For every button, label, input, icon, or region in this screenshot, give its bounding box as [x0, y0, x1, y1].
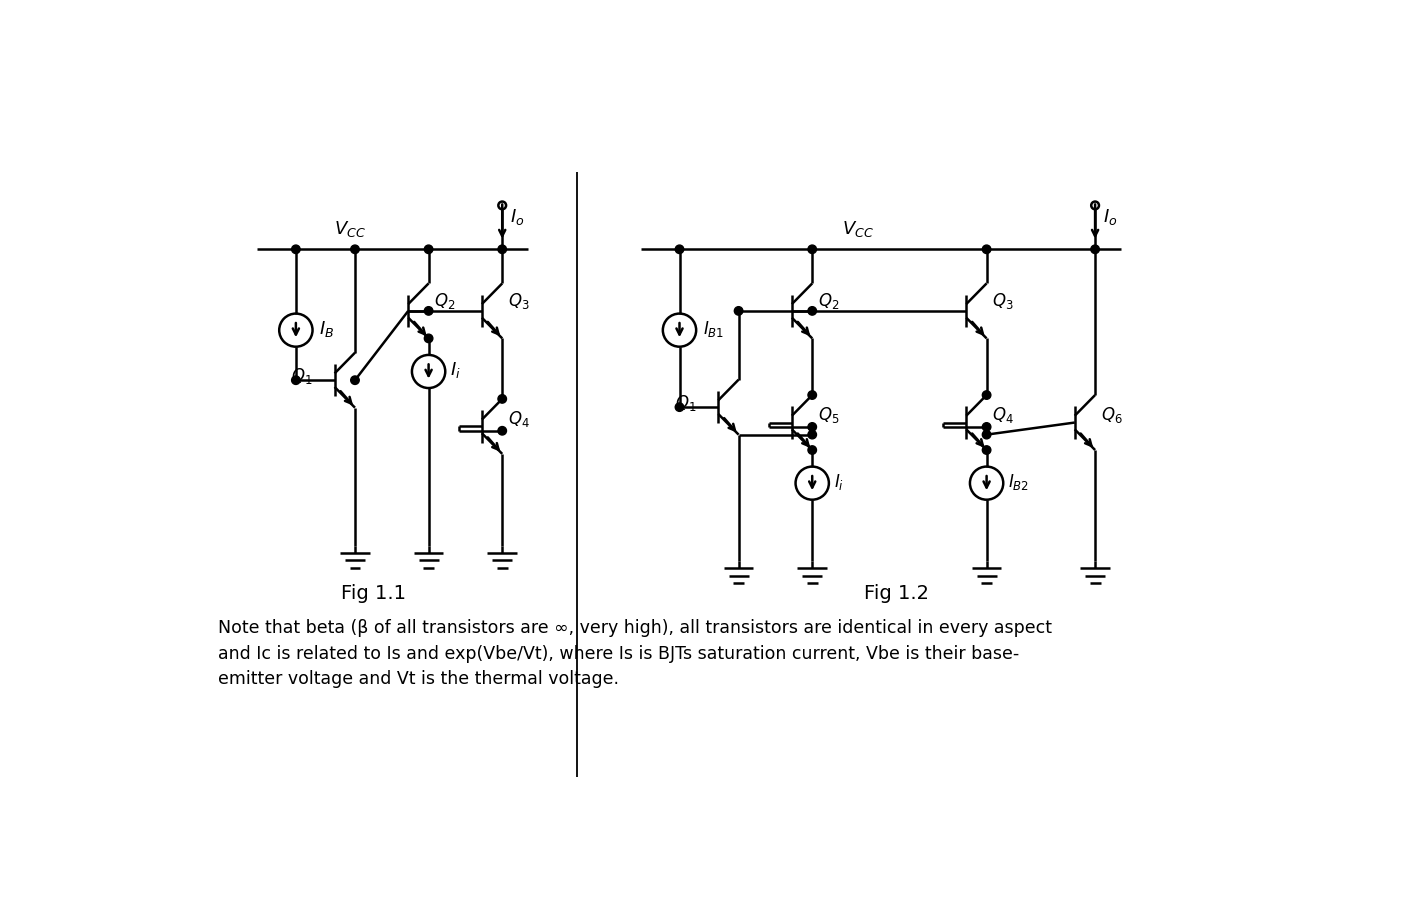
Circle shape	[291, 376, 299, 385]
Circle shape	[734, 307, 742, 315]
Text: $I_{B2}$: $I_{B2}$	[1008, 472, 1029, 492]
Text: $Q_6$: $Q_6$	[1101, 405, 1122, 425]
Text: Fig 1.1: Fig 1.1	[340, 584, 406, 604]
Circle shape	[983, 245, 991, 254]
Text: $Q_5$: $Q_5$	[818, 405, 839, 425]
Text: $I_{B1}$: $I_{B1}$	[703, 319, 724, 339]
Text: $I_B$: $I_B$	[319, 319, 335, 339]
Circle shape	[675, 403, 683, 411]
Text: $V_{CC}$: $V_{CC}$	[842, 219, 873, 239]
Circle shape	[808, 431, 817, 439]
Circle shape	[808, 446, 817, 454]
Circle shape	[983, 391, 991, 399]
Circle shape	[291, 245, 299, 254]
Circle shape	[425, 307, 433, 315]
Circle shape	[983, 422, 991, 431]
Circle shape	[350, 245, 359, 254]
Circle shape	[498, 395, 506, 403]
Circle shape	[425, 334, 433, 343]
Text: $I_i$: $I_i$	[450, 360, 461, 380]
Text: $Q_1$: $Q_1$	[291, 366, 314, 387]
Text: $Q_4$: $Q_4$	[508, 409, 530, 429]
Circle shape	[1091, 245, 1099, 254]
Text: $I_o$: $I_o$	[510, 207, 524, 227]
Text: $Q_2$: $Q_2$	[818, 291, 839, 311]
Text: $I_o$: $I_o$	[1102, 207, 1118, 227]
Text: $I_i$: $I_i$	[834, 472, 844, 492]
Text: $Q_3$: $Q_3$	[508, 291, 529, 311]
Circle shape	[808, 245, 817, 254]
Circle shape	[983, 431, 991, 439]
Circle shape	[498, 245, 506, 254]
Text: $Q_3$: $Q_3$	[993, 291, 1014, 311]
Circle shape	[808, 307, 817, 315]
Text: $Q_4$: $Q_4$	[993, 405, 1014, 425]
Circle shape	[983, 446, 991, 454]
Circle shape	[350, 376, 359, 385]
Text: $V_{CC}$: $V_{CC}$	[335, 219, 366, 239]
Text: $Q_2$: $Q_2$	[434, 291, 456, 311]
Circle shape	[425, 245, 433, 254]
Text: $Q_1$: $Q_1$	[675, 393, 696, 413]
Circle shape	[808, 391, 817, 399]
Circle shape	[675, 245, 683, 254]
Circle shape	[498, 427, 506, 435]
Text: Note that beta (β of all transistors are ∞, very high), all transistors are iden: Note that beta (β of all transistors are…	[218, 619, 1052, 688]
Circle shape	[808, 422, 817, 431]
Text: Fig 1.2: Fig 1.2	[865, 584, 929, 604]
